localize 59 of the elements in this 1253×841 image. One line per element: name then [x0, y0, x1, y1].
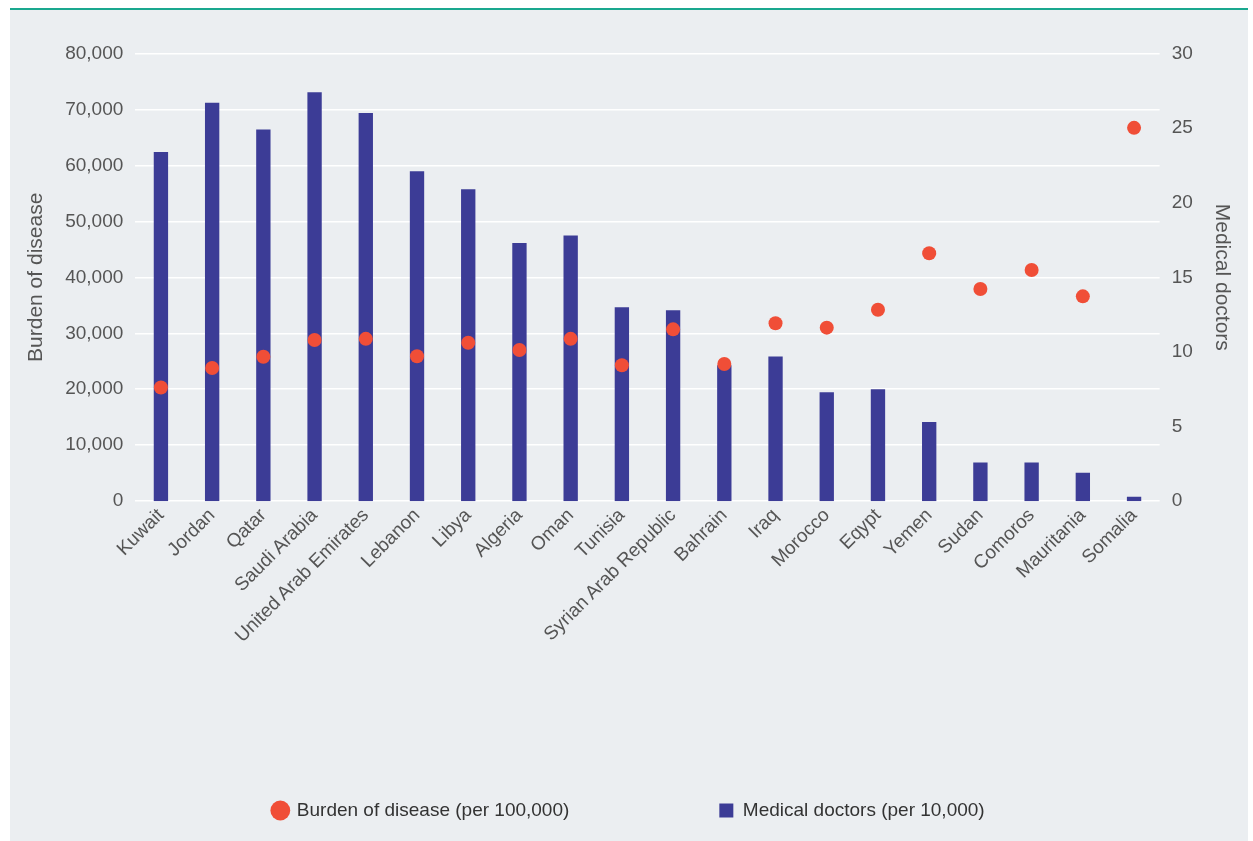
bar	[461, 189, 476, 502]
y2-tick-label: 30	[1171, 41, 1193, 63]
point	[1024, 263, 1039, 278]
point	[461, 335, 476, 350]
y2-tick-label: 10	[1171, 340, 1193, 362]
y-tick-label: 20,000	[65, 377, 124, 399]
point	[614, 358, 629, 373]
y-tick-label: 10,000	[65, 433, 124, 455]
bar	[870, 389, 886, 502]
legend-label: Medical doctors (per 10,000)	[742, 798, 985, 820]
point	[563, 331, 578, 346]
bar	[512, 242, 527, 502]
bar	[1075, 472, 1091, 502]
point	[512, 343, 527, 358]
bar	[1024, 462, 1039, 502]
bar	[358, 113, 373, 502]
point	[205, 360, 220, 375]
point	[870, 302, 885, 317]
y-tick-label: 50,000	[65, 209, 124, 231]
y2-tick-label: 0	[1171, 489, 1183, 511]
y2-tick-label: 5	[1171, 414, 1183, 436]
bar	[153, 151, 169, 502]
y-tick-label: 80,000	[65, 41, 124, 63]
bar	[973, 462, 988, 502]
bar	[204, 102, 220, 502]
bar	[307, 92, 322, 502]
bar	[922, 422, 937, 502]
legend-label: Burden of disease (per 100,000)	[296, 798, 570, 820]
bar	[256, 129, 271, 502]
point	[973, 282, 988, 297]
point	[307, 332, 322, 347]
point	[256, 349, 271, 364]
bar	[717, 365, 732, 502]
point	[153, 380, 168, 395]
bar	[768, 356, 783, 502]
point	[1075, 289, 1090, 304]
point	[922, 246, 937, 261]
y2-tick-label: 20	[1171, 190, 1193, 212]
point	[410, 349, 425, 364]
bar	[409, 171, 425, 502]
y-axis-title: Burden of disease	[23, 192, 47, 362]
y-tick-label: 30,000	[65, 321, 124, 343]
y2-tick-label: 25	[1171, 116, 1193, 138]
y2-axis-title: Medical doctors	[1211, 203, 1235, 351]
point	[819, 320, 834, 335]
point	[358, 331, 373, 346]
y-tick-label: 70,000	[65, 97, 124, 119]
y-tick-label: 0	[112, 489, 124, 511]
y-tick-label: 40,000	[65, 265, 124, 287]
bar	[665, 310, 681, 502]
y-tick-label: 60,000	[65, 153, 124, 175]
point	[717, 357, 732, 372]
bar	[614, 307, 630, 502]
y2-tick-label: 15	[1171, 265, 1193, 287]
point	[1127, 120, 1142, 135]
bar	[819, 392, 834, 502]
point	[666, 322, 681, 337]
point	[768, 316, 783, 331]
bar	[563, 235, 578, 502]
